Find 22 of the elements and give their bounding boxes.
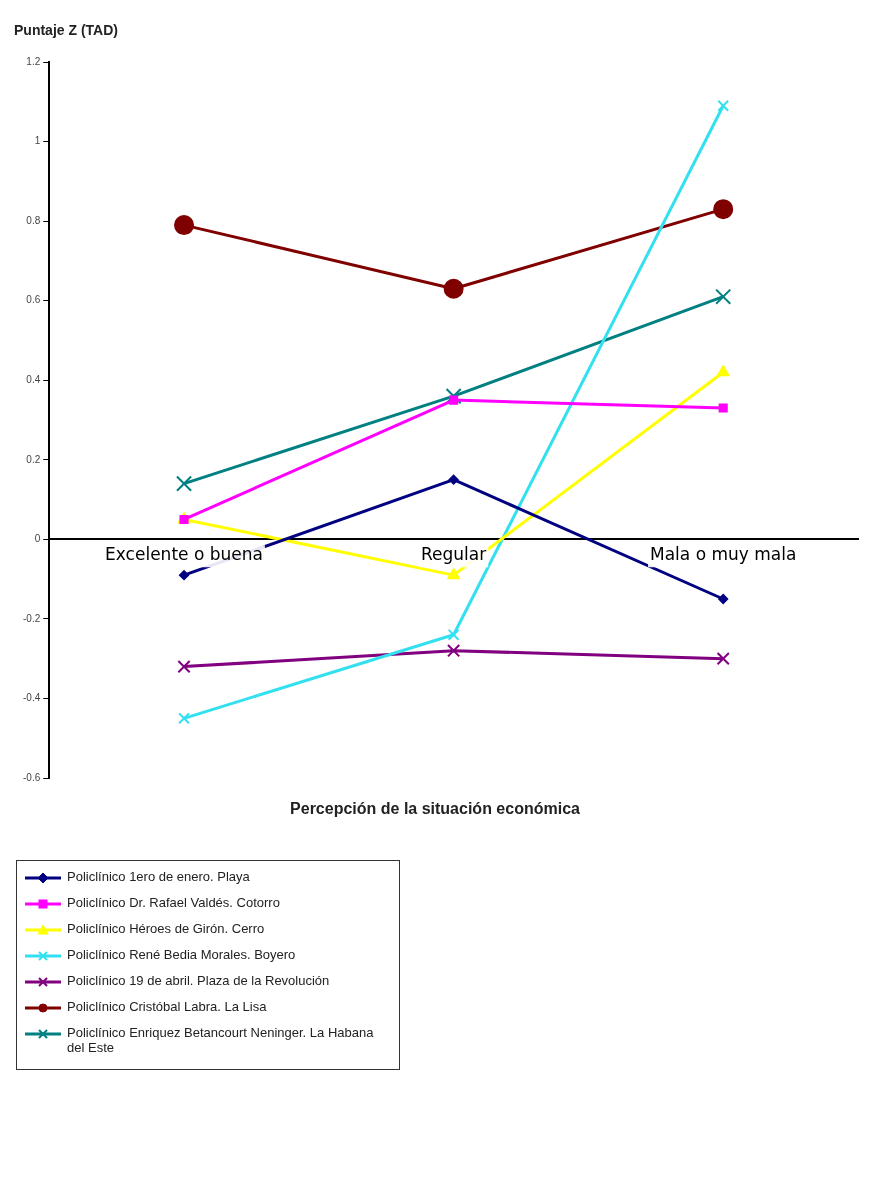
y-tick-label: 0 [34, 533, 41, 545]
y-tick-label: -0.4 [23, 692, 41, 704]
y-tick-label: 1 [34, 135, 41, 147]
legend-label: Policlínico Enriquez Betancourt Neninger. La Habana del Este [67, 1025, 375, 1055]
y-axis-title: Puntaje Z (TAD) [14, 22, 118, 38]
y-tick-label: 0.2 [26, 453, 41, 465]
x-tick-label: Regular [421, 544, 487, 565]
y-tick-label: 1.2 [26, 55, 41, 67]
legend-label: Policlínico Héroes de Girón. Cerro [67, 921, 265, 936]
y-tick-label: -0.2 [23, 612, 41, 624]
legend-label: Policlínico René Bedia Morales. Boyero [67, 947, 296, 962]
y-tick-label: 0.8 [26, 214, 41, 226]
legend-label: Policlínico Dr. Rafael Valdés. Cotorro [67, 895, 280, 910]
legend-label: Policlínico Cristóbal Labra. La Lisa [67, 999, 267, 1014]
y-tick-label: 0.6 [26, 294, 41, 306]
x-tick-label: Mala o muy mala [650, 544, 797, 565]
x-tick-label: Excelente o buena [105, 544, 263, 565]
legend-label: Policlínico 1ero de enero. Playa [67, 869, 250, 884]
y-tick-label: -0.6 [23, 771, 41, 783]
x-axis-title: Percepción de la situación económica [289, 800, 581, 818]
legend-label: Policlínico 19 de abril. Plaza de la Revolución [67, 973, 330, 988]
y-tick-label: 0.4 [26, 373, 41, 385]
